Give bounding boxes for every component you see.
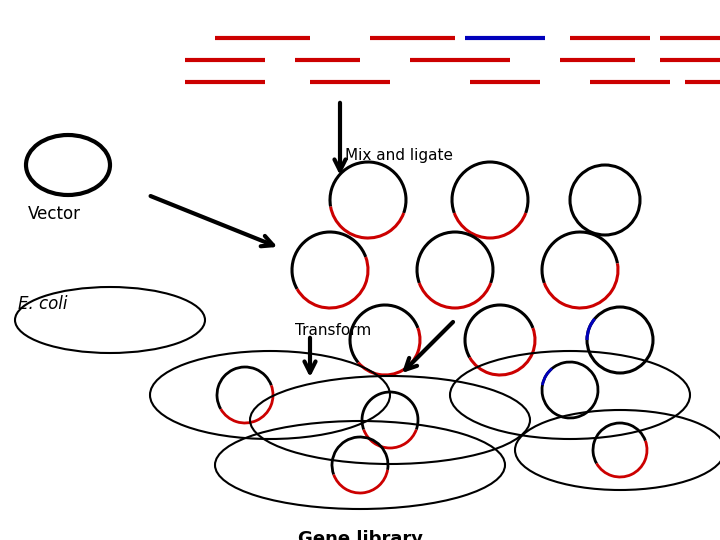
Text: Mix and ligate: Mix and ligate xyxy=(345,148,453,163)
Text: Transform: Transform xyxy=(295,323,372,338)
Text: Gene library: Gene library xyxy=(297,530,423,540)
Text: Vector: Vector xyxy=(28,205,81,223)
Text: E. coli: E. coli xyxy=(18,295,68,313)
